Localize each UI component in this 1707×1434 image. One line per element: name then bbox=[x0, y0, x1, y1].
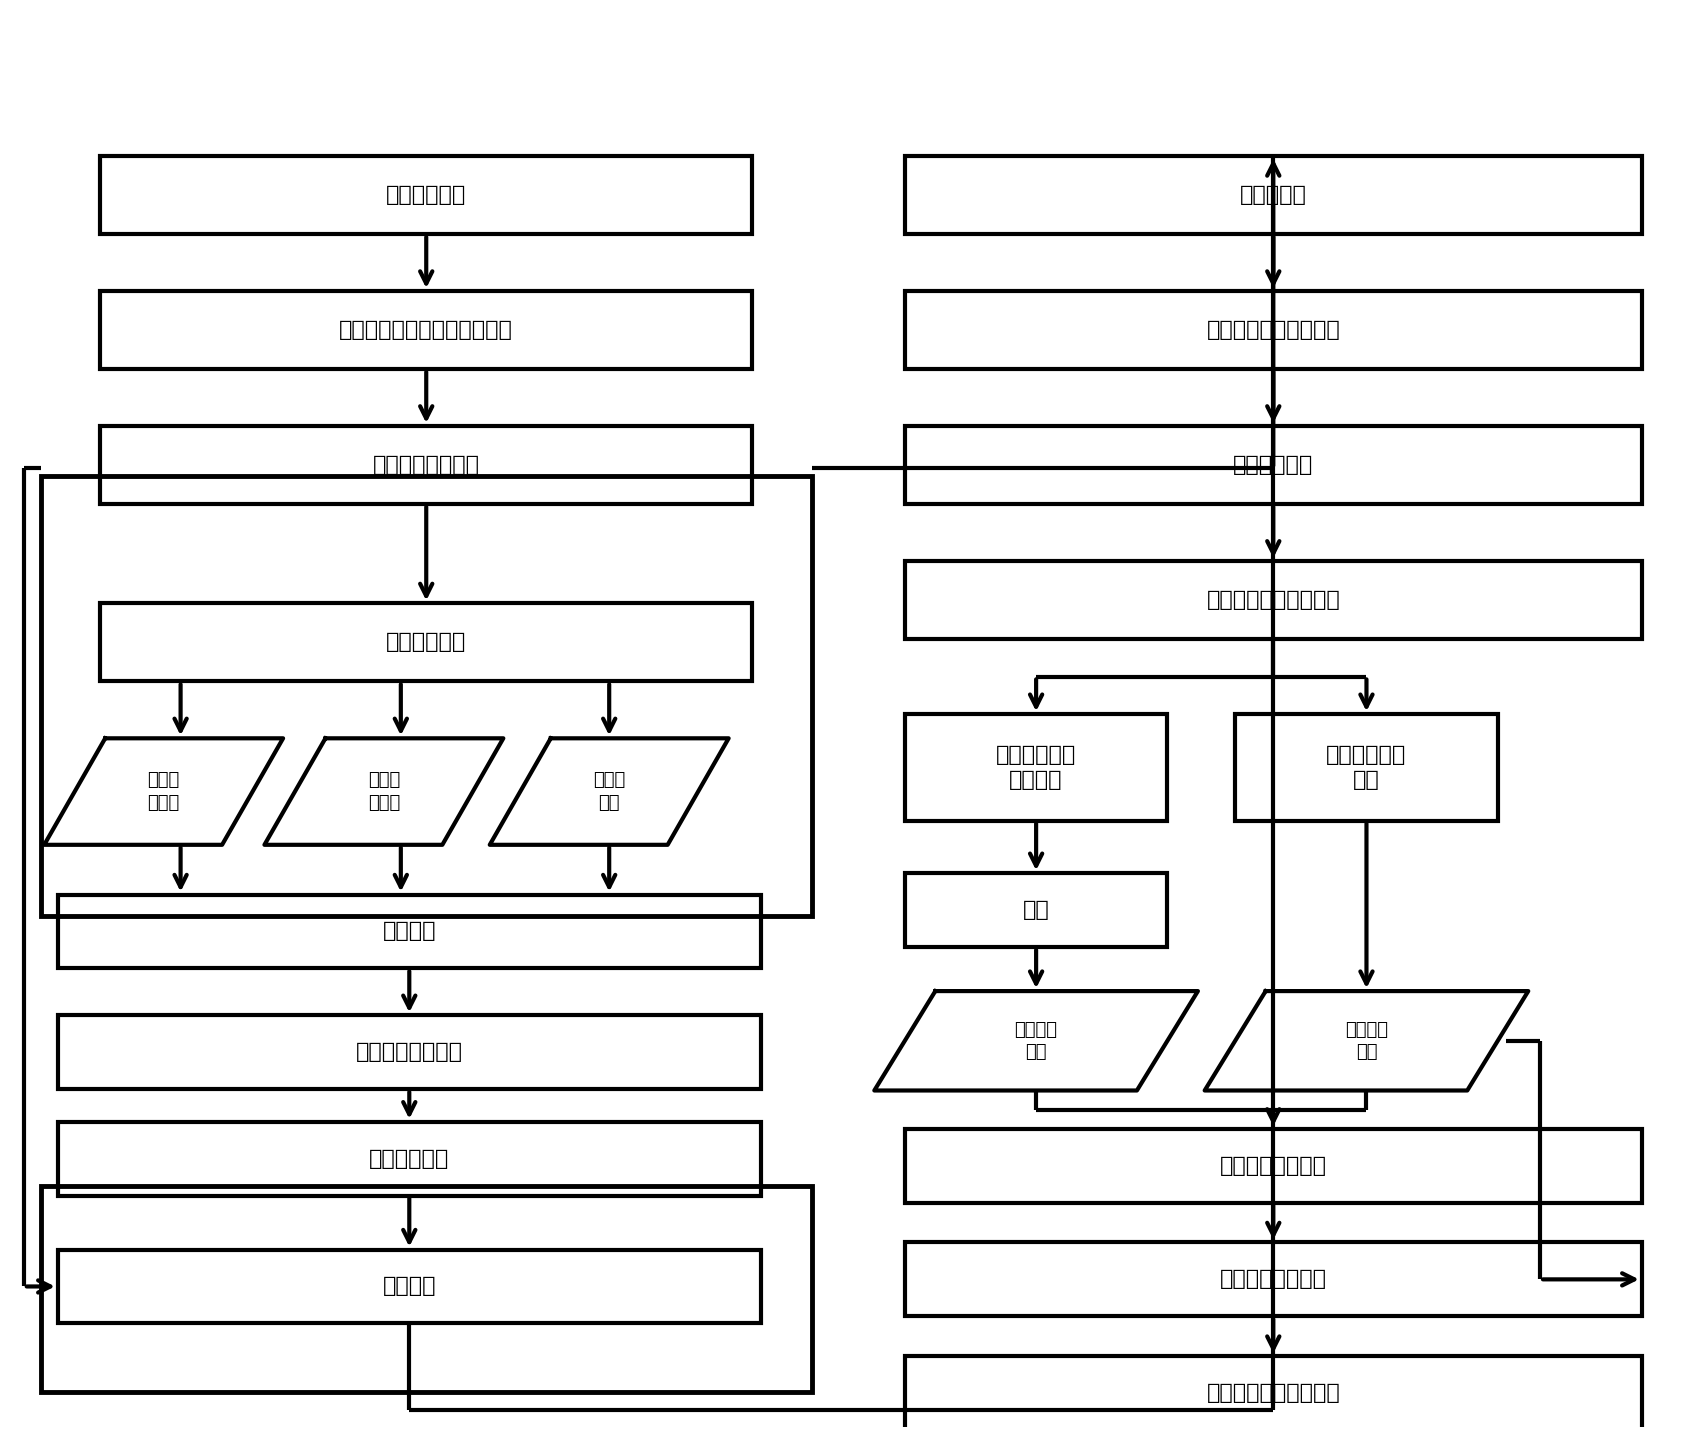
Bar bbox=[58, 1015, 760, 1088]
Bar bbox=[905, 291, 1640, 369]
Text: 重建: 重建 bbox=[1022, 901, 1048, 921]
Text: 增益校正: 增益校正 bbox=[382, 1276, 435, 1296]
Bar bbox=[101, 426, 751, 503]
Bar bbox=[905, 1357, 1640, 1430]
Text: 实物切片图像校正: 实物切片图像校正 bbox=[1219, 1269, 1326, 1289]
Bar bbox=[905, 156, 1640, 234]
Bar bbox=[905, 873, 1166, 946]
Text: 实物投影图像
重建: 实物投影图像 重建 bbox=[1326, 746, 1407, 790]
Text: 暗场波动校正: 暗场波动校正 bbox=[369, 1149, 449, 1169]
Bar bbox=[1234, 714, 1497, 820]
Bar bbox=[101, 291, 751, 369]
Text: 采集参数设置: 采集参数设置 bbox=[386, 185, 466, 205]
Bar bbox=[41, 1186, 811, 1391]
Text: 实物切片
图像: 实物切片 图像 bbox=[1343, 1021, 1388, 1061]
Bar bbox=[58, 1249, 760, 1324]
Text: 空白切片
图像: 空白切片 图像 bbox=[1014, 1021, 1057, 1061]
Text: 计算校正图像: 计算校正图像 bbox=[386, 632, 466, 652]
Text: 暗场校正: 暗场校正 bbox=[382, 922, 435, 942]
Bar bbox=[905, 561, 1640, 640]
Text: 坏像素
模板: 坏像素 模板 bbox=[592, 771, 625, 812]
Text: 增益条纹校正: 增益条纹校正 bbox=[1232, 455, 1313, 475]
Bar bbox=[905, 426, 1640, 503]
Text: 计算暗场波动参数: 计算暗场波动参数 bbox=[355, 1043, 463, 1063]
Text: 增益校
正图像: 增益校 正图像 bbox=[147, 771, 179, 812]
Text: 空白曝光图像
投影校正: 空白曝光图像 投影校正 bbox=[995, 746, 1075, 790]
Text: 采集暗场图像和空白曝光图像: 采集暗场图像和空白曝光图像 bbox=[340, 320, 512, 340]
Text: 计算增益条纹校正参数: 计算增益条纹校正参数 bbox=[1205, 320, 1340, 340]
Bar bbox=[58, 895, 760, 968]
Bar bbox=[101, 604, 751, 681]
Bar bbox=[58, 1121, 760, 1196]
Bar bbox=[905, 714, 1166, 820]
Text: 坏像素校正: 坏像素校正 bbox=[1239, 185, 1306, 205]
Text: 实物切片图像滤波降噪: 实物切片图像滤波降噪 bbox=[1205, 1382, 1340, 1402]
Bar bbox=[905, 1242, 1640, 1316]
Text: 计算切片校正图像: 计算切片校正图像 bbox=[1219, 1156, 1326, 1176]
Bar bbox=[101, 156, 751, 234]
Bar bbox=[905, 1129, 1640, 1203]
Text: 实物投影图像滤波降噪: 实物投影图像滤波降噪 bbox=[1205, 589, 1340, 609]
Bar bbox=[41, 476, 811, 916]
Text: 平均暗
场图像: 平均暗 场图像 bbox=[367, 771, 399, 812]
Text: 采集实物投影图像: 采集实物投影图像 bbox=[372, 455, 480, 475]
